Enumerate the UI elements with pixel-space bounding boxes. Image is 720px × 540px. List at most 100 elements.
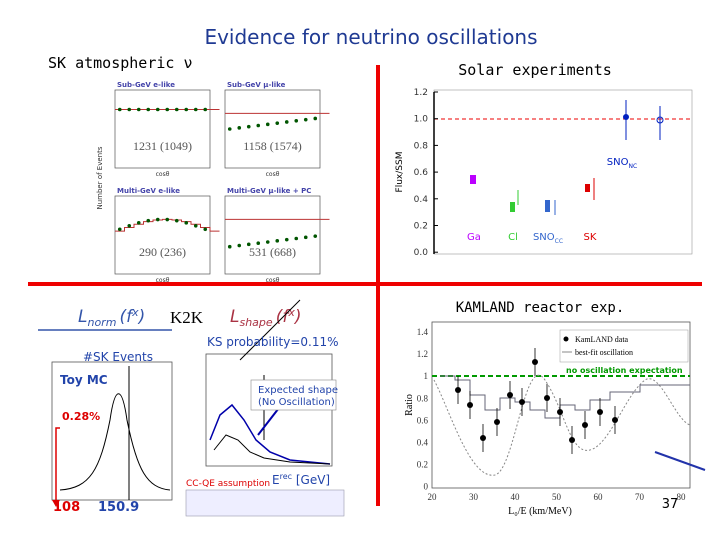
toymc-frame bbox=[51, 361, 173, 501]
solar-experiment-label: SNONC bbox=[607, 157, 637, 170]
kamland-point bbox=[467, 402, 473, 408]
kamland-point bbox=[612, 417, 618, 423]
atm-panel-frame bbox=[114, 195, 211, 275]
snocc-point bbox=[545, 200, 550, 212]
atm-data-point bbox=[246, 124, 251, 129]
atm-x-axis: cosθ bbox=[156, 277, 170, 284]
legend-box bbox=[559, 329, 689, 363]
atm-data-point bbox=[256, 241, 261, 245]
atm-data-point bbox=[313, 116, 318, 121]
no-osc-label: no oscillation expectation bbox=[566, 366, 683, 375]
kamland-label: KAMLAND reactor exp. bbox=[456, 300, 625, 316]
sk-point bbox=[585, 184, 590, 192]
l-norm: Lnorm (fx) bbox=[78, 306, 145, 329]
atm-panel-frame bbox=[114, 89, 211, 169]
solar-experiment-label: Ga bbox=[467, 232, 481, 243]
ccqe: CC-QE assumption bbox=[186, 479, 270, 489]
kamland-x-tick-label: 30 bbox=[469, 492, 479, 502]
kamland-point bbox=[480, 435, 486, 441]
atm-data-point bbox=[193, 107, 198, 112]
kamland-y-tick-label: 0 bbox=[424, 482, 429, 492]
atm-data-point bbox=[165, 107, 170, 112]
kamland-y-tick-label: 0.8 bbox=[417, 393, 429, 403]
kamland-x-tick-label: 50 bbox=[552, 492, 562, 502]
atm-data-point bbox=[313, 234, 318, 238]
atm-data-point bbox=[203, 227, 208, 232]
kamland-y-tick-label: 1.2 bbox=[417, 349, 428, 359]
atm-data-point bbox=[275, 239, 280, 243]
atm-data-point bbox=[193, 223, 198, 228]
kamland-x-tick-label: 20 bbox=[428, 492, 438, 502]
atm-data-point bbox=[256, 123, 261, 128]
oscillation-histogram bbox=[440, 375, 690, 419]
best-fit-curve bbox=[433, 375, 691, 476]
atm-x-axis: cosθ bbox=[266, 171, 280, 178]
atm-panel-title: Sub-GeV e-like bbox=[117, 81, 175, 89]
observed-arrowhead bbox=[52, 500, 60, 507]
atm-data-point bbox=[155, 217, 160, 222]
atm-data-point bbox=[136, 107, 141, 112]
kamland-plot bbox=[431, 321, 706, 489]
solar-y-tick-label: 0.8 bbox=[414, 141, 429, 151]
atm-counts: 1158 (1574) bbox=[243, 139, 302, 153]
atm-data-point bbox=[184, 107, 189, 112]
atm-counts: 1231 (1049) bbox=[133, 139, 192, 153]
kamland-point bbox=[597, 409, 603, 415]
atm-data-point bbox=[237, 126, 242, 130]
atm-x-axis: cosθ bbox=[156, 171, 170, 178]
atm-x-axis: cosθ bbox=[266, 277, 280, 284]
solar-y-tick-label: 1.2 bbox=[414, 88, 428, 98]
kamland-frame bbox=[431, 321, 691, 489]
atm-data-point bbox=[127, 107, 132, 112]
atm-counts: 531 (668) bbox=[249, 245, 296, 259]
atmospheric-plots: Sub-GeV e-like 1231 (1049) cosθ Sub-GeV μ-l… bbox=[114, 81, 330, 284]
kamland-y-axis: Ratio bbox=[404, 394, 415, 416]
atm-counts: 290 (236) bbox=[139, 245, 186, 259]
expected-shape-1: Expected shape bbox=[258, 385, 338, 396]
atm-data-point bbox=[284, 237, 289, 242]
probability: 0.28% bbox=[62, 410, 100, 423]
kamland-point bbox=[544, 395, 550, 401]
toy-mc: Toy MC bbox=[60, 373, 108, 387]
expected-shape-box bbox=[250, 379, 337, 411]
legend-data: KamLAND data bbox=[575, 335, 629, 344]
solar-y-tick-label: 0.2 bbox=[414, 222, 428, 232]
atm-data-point bbox=[284, 120, 289, 124]
title: Evidence for neutrino oscillations bbox=[204, 25, 537, 49]
ks-probability: KS probability=0.11% bbox=[207, 335, 339, 349]
atm-panel-title: Sub-GeV μ-like bbox=[227, 81, 286, 89]
page-number: 37 bbox=[662, 497, 679, 512]
kamland-point bbox=[532, 359, 538, 365]
solar-y-tick-label: 0.0 bbox=[414, 248, 429, 258]
kamland-point bbox=[557, 409, 563, 415]
legend-fit: best-fit oscillation bbox=[575, 348, 633, 357]
atm-panel-title: Multi-GeV e-like bbox=[117, 187, 180, 195]
atm-data-point bbox=[294, 236, 299, 241]
solar-plot: Flux/SSM 1.2 1.0 0.8 0.6 0.4 0.2 0.0 Ga Cl SNOCC… bbox=[395, 88, 693, 258]
cl-point bbox=[510, 202, 515, 212]
observed-arrow bbox=[55, 427, 60, 500]
atm-data-point bbox=[117, 227, 122, 232]
kamland-x-tick-label: 80 bbox=[677, 492, 687, 502]
atm-data-point bbox=[237, 243, 242, 248]
ga-point bbox=[470, 175, 476, 184]
kamland-point bbox=[455, 387, 461, 393]
pointer bbox=[239, 299, 301, 361]
atm-data-point bbox=[146, 218, 151, 223]
atm-data-point bbox=[294, 119, 299, 123]
solar-y-axis: Flux/SSM bbox=[395, 152, 405, 193]
solar-y-tick-label: 0.6 bbox=[414, 168, 429, 178]
erec: Erec [GeV] bbox=[272, 472, 330, 487]
kamland-point bbox=[494, 419, 500, 425]
kamland-y-tick-label: 1 bbox=[424, 371, 429, 381]
solar-experiment-label: Cl bbox=[508, 232, 518, 243]
kamland-y-tick-label: 1.4 bbox=[417, 327, 429, 337]
kamland-x-tick-label: 40 bbox=[511, 492, 521, 502]
atm-data-point bbox=[227, 244, 232, 249]
atmospheric-label: SK atmospheric ν bbox=[48, 54, 193, 72]
ccqe-formula-box bbox=[185, 489, 345, 517]
k2k-label: K2K bbox=[170, 308, 204, 327]
atm-data-point bbox=[227, 127, 232, 131]
k2k-toymc-plot bbox=[51, 361, 173, 507]
